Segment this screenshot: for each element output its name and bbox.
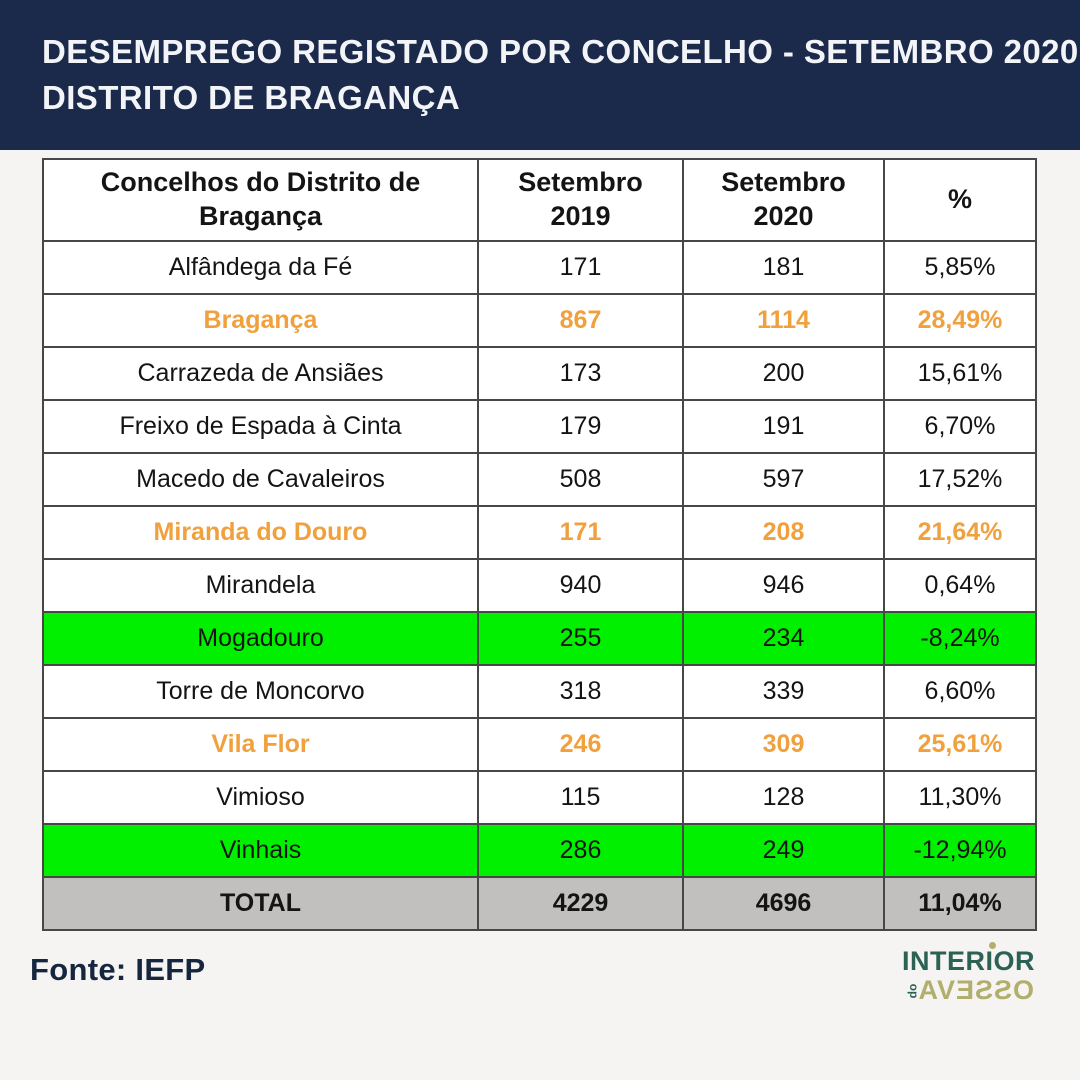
cell-sep2019: 171 — [477, 240, 684, 295]
table-row-macedo-de-cavaleiros: Macedo de Cavaleiros 508 597 17,52% — [42, 452, 1037, 507]
cell-pct: 17,52% — [883, 452, 1037, 507]
cell-sep2020: 339 — [682, 664, 885, 719]
cell-sep2019: 255 — [477, 611, 684, 666]
table-row-mogadouro: Mogadouro 255 234 -8,24% — [42, 611, 1037, 666]
cell-pct: 11,30% — [883, 770, 1037, 825]
cell-concelho: Mogadouro — [42, 611, 479, 666]
col-header-concelhos: Concelhos do Distrito de Bragança — [42, 158, 479, 242]
cell-sep2020: 597 — [682, 452, 885, 507]
cell-sep2019: 246 — [477, 717, 684, 772]
banner: DESEMPREGO REGISTADO POR CONCELHO - SETE… — [0, 0, 1080, 150]
col-header-percent-label: % — [947, 184, 972, 215]
table-row-miranda-do-douro: Miranda do Douro 171 208 21,64% — [42, 505, 1037, 560]
cell-sep2019: 508 — [477, 452, 684, 507]
cell-concelho: Alfândega da Fé — [42, 240, 479, 295]
table-row-torre-de-moncorvo: Torre de Moncorvo 318 339 6,60% — [42, 664, 1037, 719]
table-row-vimioso: Vimioso 115 128 11,30% — [42, 770, 1037, 825]
cell-sep2020: 946 — [682, 558, 885, 613]
cell-sep2019: 4229 — [477, 876, 684, 931]
cell-pct: 28,49% — [883, 293, 1037, 348]
cell-pct: 6,60% — [883, 664, 1037, 719]
logo-avesso-text: AVƎƧƧO — [918, 975, 1035, 1005]
col-header-setembro-2020-label: Setembro 2020 — [721, 167, 846, 231]
cell-sep2019: 173 — [477, 346, 684, 401]
unemployment-table: Concelhos do Distrito de Bragança Setemb… — [42, 158, 1037, 931]
logo-avesso-line: do AVƎƧƧO — [902, 977, 1035, 1004]
cell-sep2019: 286 — [477, 823, 684, 878]
cell-sep2020: 128 — [682, 770, 885, 825]
cell-concelho: Torre de Moncorvo — [42, 664, 479, 719]
col-header-setembro-2019-label: Setembro 2019 — [518, 167, 643, 231]
col-header-setembro-2019: Setembro 2019 — [477, 158, 684, 242]
table-row-freixo-de-espada-cinta: Freixo de Espada à Cinta 179 191 6,70% — [42, 399, 1037, 454]
table-row-total: TOTAL 4229 4696 11,04% — [42, 876, 1037, 931]
cell-sep2020: 249 — [682, 823, 885, 878]
col-header-concelhos-label: Concelhos do Distrito de Bragança — [100, 167, 421, 231]
cell-sep2020: 4696 — [682, 876, 885, 931]
cell-concelho: Mirandela — [42, 558, 479, 613]
cell-pct: 6,70% — [883, 399, 1037, 454]
page-title-line1: DESEMPREGO REGISTADO POR CONCELHO - SETE… — [42, 33, 1079, 70]
logo-i-dot-icon — [989, 942, 997, 949]
cell-pct: 0,64% — [883, 558, 1037, 613]
brand-logo: INTERIOR do AVƎƧƧO — [901, 942, 1035, 1004]
cell-sep2020: 208 — [682, 505, 885, 560]
cell-sep2020: 1114 — [682, 293, 885, 348]
cell-sep2019: 940 — [477, 558, 684, 613]
cell-sep2019: 179 — [477, 399, 684, 454]
cell-concelho: Vimioso — [42, 770, 479, 825]
cell-concelho: TOTAL — [42, 876, 479, 931]
cell-sep2020: 234 — [682, 611, 885, 666]
table-row-vila-flor: Vila Flor 246 309 25,61% — [42, 717, 1037, 772]
cell-sep2019: 115 — [477, 770, 684, 825]
source-note: Fonte: IEFP — [30, 952, 206, 987]
table-row-bragan-a: Bragança 867 1114 28,49% — [42, 293, 1037, 348]
table-row-vinhais: Vinhais 286 249 -12,94% — [42, 823, 1037, 878]
cell-concelho: Vila Flor — [42, 717, 479, 772]
cell-concelho: Macedo de Cavaleiros — [42, 452, 479, 507]
table-row-mirandela: Mirandela 940 946 0,64% — [42, 558, 1037, 613]
cell-sep2020: 200 — [682, 346, 885, 401]
logo-do-text: do — [905, 983, 920, 998]
cell-pct: -8,24% — [883, 611, 1037, 666]
logo-interior-text: INTERIOR — [901, 942, 1035, 976]
cell-concelho: Vinhais — [42, 823, 479, 878]
page-title-line2: DISTRITO DE BRAGANÇA — [42, 79, 461, 116]
cell-pct: 25,61% — [883, 717, 1037, 772]
table-body: Alfândega da Fé 171 181 5,85% Bragança 8… — [42, 240, 1037, 931]
cell-pct: 5,85% — [883, 240, 1037, 295]
col-header-setembro-2020: Setembro 2020 — [682, 158, 885, 242]
logo-interior-label: INTERIOR — [901, 946, 1035, 976]
cell-sep2019: 867 — [477, 293, 684, 348]
cell-sep2020: 191 — [682, 399, 885, 454]
cell-sep2019: 318 — [477, 664, 684, 719]
table-header-row: Concelhos do Distrito de Bragança Setemb… — [42, 158, 1037, 242]
cell-concelho: Carrazeda de Ansiães — [42, 346, 479, 401]
cell-concelho: Freixo de Espada à Cinta — [42, 399, 479, 454]
table-row-carrazeda-de-ansi-es: Carrazeda de Ansiães 173 200 15,61% — [42, 346, 1037, 401]
col-header-percent: % — [883, 158, 1037, 242]
cell-pct: 15,61% — [883, 346, 1037, 401]
cell-pct: -12,94% — [883, 823, 1037, 878]
cell-sep2020: 309 — [682, 717, 885, 772]
cell-concelho: Miranda do Douro — [42, 505, 479, 560]
table-row-alf-ndega-da-f-: Alfândega da Fé 171 181 5,85% — [42, 240, 1037, 295]
cell-pct: 11,04% — [883, 876, 1037, 931]
cell-sep2019: 171 — [477, 505, 684, 560]
cell-concelho: Bragança — [42, 293, 479, 348]
cell-pct: 21,64% — [883, 505, 1037, 560]
cell-sep2020: 181 — [682, 240, 885, 295]
